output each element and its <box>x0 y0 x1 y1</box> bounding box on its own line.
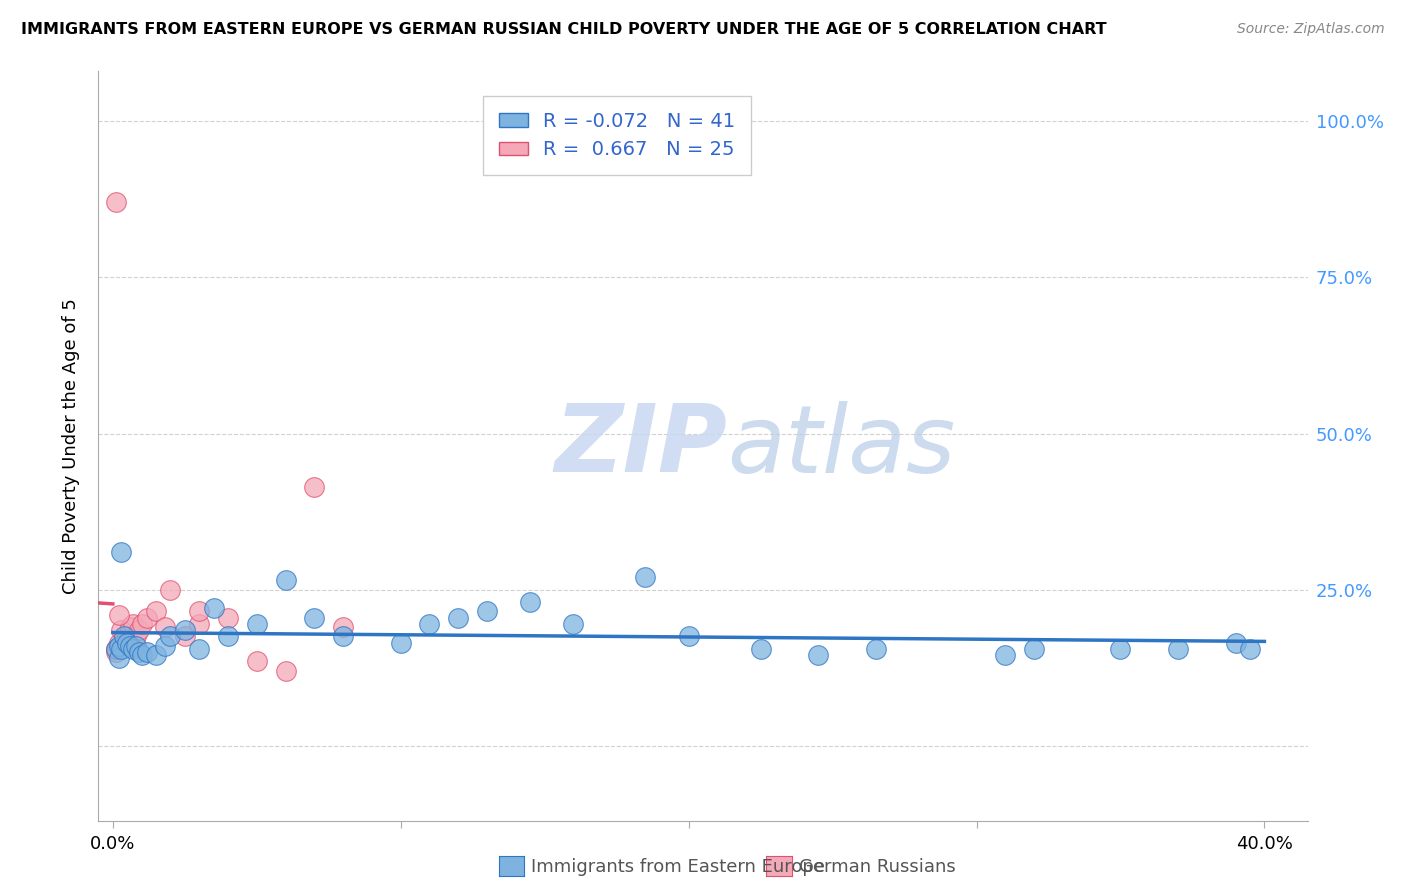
Point <box>128 623 150 637</box>
Point <box>332 630 354 644</box>
Point <box>159 582 181 597</box>
Text: ZIP: ZIP <box>554 400 727 492</box>
Point <box>678 630 700 644</box>
Point <box>994 648 1017 662</box>
Point <box>188 642 211 657</box>
Point <box>145 605 167 619</box>
Point <box>304 480 326 494</box>
Point <box>1109 642 1132 657</box>
Legend: R = -0.072   N = 41, R =  0.667   N = 25: R = -0.072 N = 41, R = 0.667 N = 25 <box>484 96 751 175</box>
Point <box>131 648 153 662</box>
Point <box>634 570 657 584</box>
Text: atlas: atlas <box>727 401 956 491</box>
Point <box>110 623 132 637</box>
Point <box>749 642 772 657</box>
Point <box>145 648 167 662</box>
Point <box>112 630 135 644</box>
Point <box>304 611 326 625</box>
Point <box>125 639 148 653</box>
Point <box>107 639 129 653</box>
Point <box>188 617 211 632</box>
Point <box>562 617 585 632</box>
Point <box>217 630 239 644</box>
Point <box>1225 635 1247 649</box>
Text: Source: ZipAtlas.com: Source: ZipAtlas.com <box>1237 22 1385 37</box>
Point <box>107 607 129 622</box>
Point <box>104 645 127 659</box>
Point <box>173 630 195 644</box>
Point <box>128 645 150 659</box>
Point <box>274 664 297 678</box>
Point <box>173 623 195 637</box>
Point <box>159 630 181 644</box>
Point <box>1239 642 1261 657</box>
Point <box>122 642 145 657</box>
Text: German Russians: German Russians <box>799 858 955 876</box>
Point <box>865 642 887 657</box>
Point <box>418 617 440 632</box>
Point <box>110 545 132 559</box>
Point <box>104 642 127 657</box>
Point <box>107 635 129 649</box>
Point <box>104 195 127 210</box>
Point <box>115 630 138 644</box>
Point <box>807 648 830 662</box>
Point <box>217 611 239 625</box>
Point <box>153 639 176 653</box>
Point <box>112 635 135 649</box>
Point <box>136 611 159 625</box>
Point <box>274 574 297 588</box>
Point <box>131 617 153 632</box>
Point <box>120 620 142 634</box>
Point <box>389 635 412 649</box>
Point <box>120 639 142 653</box>
Point <box>475 605 498 619</box>
Point <box>188 605 211 619</box>
Point <box>246 655 269 669</box>
Point <box>136 645 159 659</box>
Point <box>125 630 148 644</box>
Point <box>519 595 541 609</box>
Text: Immigrants from Eastern Europe: Immigrants from Eastern Europe <box>531 858 825 876</box>
Point <box>447 611 470 625</box>
Point <box>202 601 225 615</box>
Point <box>1167 642 1189 657</box>
Point <box>153 620 176 634</box>
Point <box>110 642 132 657</box>
Point <box>1022 642 1045 657</box>
Y-axis label: Child Poverty Under the Age of 5: Child Poverty Under the Age of 5 <box>62 298 80 594</box>
Point <box>115 635 138 649</box>
Point <box>107 651 129 665</box>
Point <box>122 617 145 632</box>
Point <box>332 620 354 634</box>
Text: IMMIGRANTS FROM EASTERN EUROPE VS GERMAN RUSSIAN CHILD POVERTY UNDER THE AGE OF : IMMIGRANTS FROM EASTERN EUROPE VS GERMAN… <box>21 22 1107 37</box>
Point <box>246 617 269 632</box>
Point <box>104 642 127 657</box>
